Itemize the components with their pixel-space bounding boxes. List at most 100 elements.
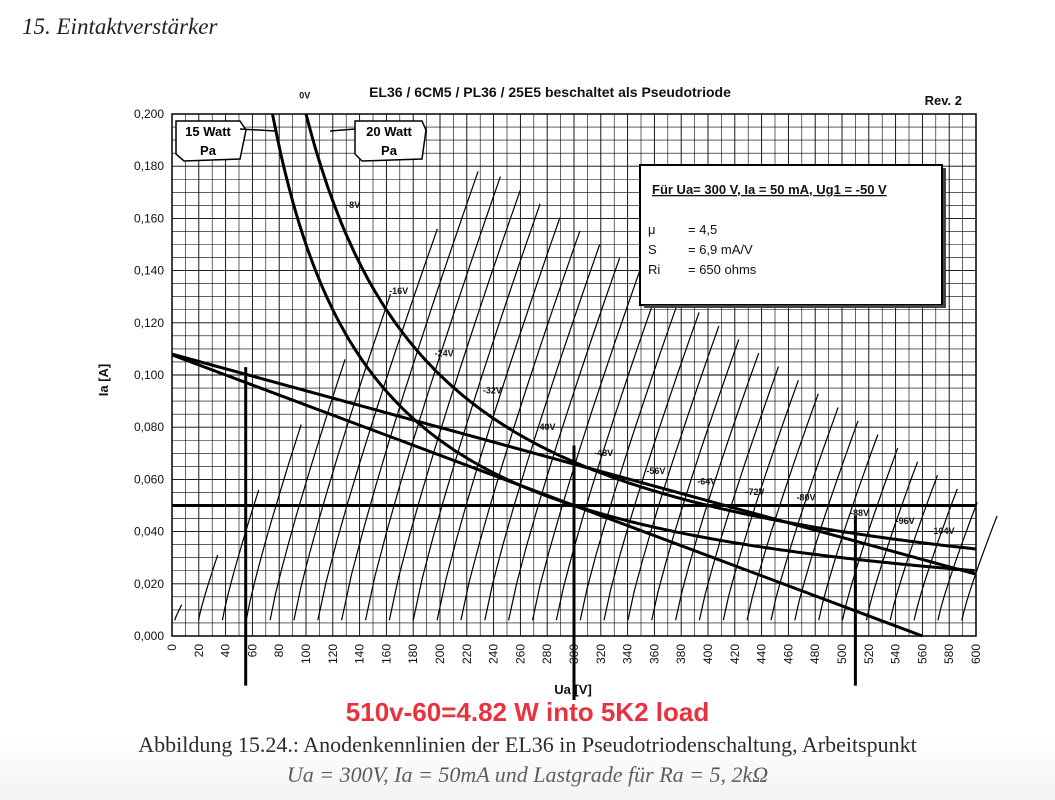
y-tick-label: 0,100	[134, 368, 164, 382]
y-tick-label: 0,200	[134, 107, 164, 121]
power-curve	[304, 113, 977, 551]
x-tick-label: 520	[862, 644, 876, 664]
x-tick-label: 140	[353, 644, 367, 664]
y-tick-label: 0,060	[134, 472, 164, 486]
info-mu-symbol: μ	[648, 222, 656, 237]
grid-curve	[722, 379, 799, 621]
y-tick-label: 0,040	[134, 525, 164, 539]
grid-curve	[913, 488, 958, 621]
x-tick-label: 480	[808, 644, 822, 664]
x-tick-label: 380	[674, 644, 688, 664]
grid-voltage-label: -64V	[697, 477, 716, 487]
grid-voltage-label: -104V	[930, 526, 954, 536]
grid-curve	[293, 293, 392, 621]
x-tick-label: 20	[192, 644, 206, 658]
grid-curve	[412, 203, 541, 621]
grid-curve	[865, 461, 919, 621]
grid-voltage-label: -32V	[483, 385, 502, 395]
power-label-15w-unit: Pa	[200, 143, 217, 158]
x-tick-label: 420	[728, 644, 742, 664]
x-tick-label: 200	[433, 644, 447, 664]
info-s-value: = 6,9 mA/V	[688, 242, 753, 257]
x-tick-label: 80	[272, 644, 286, 658]
y-tick-label: 0,140	[134, 264, 164, 278]
y-tick-label: 0,000	[134, 629, 164, 643]
grid-curve	[269, 359, 346, 621]
figure-caption-line1: Abbildung 15.24.: Anodenkennlinien der E…	[138, 732, 917, 757]
grid-curve	[603, 312, 700, 621]
info-ri-value: = 650 ohms	[688, 262, 757, 277]
x-tick-label: 440	[755, 644, 769, 664]
figure-caption-line2: Ua = 300V, Ia = 50mA und Lastgrade für R…	[286, 762, 769, 787]
info-box-header: Für Ua= 300 V, Ia = 50 mA, Ug1 = -50 V	[652, 182, 887, 197]
grid-curve	[221, 489, 260, 621]
grid-curve	[937, 502, 978, 621]
grid-curve	[675, 352, 760, 621]
reference-lines	[172, 367, 976, 700]
grid-curve	[746, 393, 819, 621]
x-tick-label: 100	[299, 644, 313, 664]
grid-curve	[245, 424, 302, 621]
x-tick-label: 260	[513, 644, 527, 664]
grid-curve	[197, 554, 219, 621]
x-tick-label: 220	[460, 644, 474, 664]
grid-voltage-label: -72V	[746, 487, 765, 497]
y-tick-label: 0,020	[134, 577, 164, 591]
y-tick-label: 0,160	[134, 211, 164, 225]
grid-voltage-label: -80V	[796, 492, 815, 502]
chart-title: EL36 / 6CM5 / PL36 / 25E5 beschaltet als…	[369, 84, 731, 100]
info-box: Für Ua= 300 V, Ia = 50 mA, Ug1 = -50 V μ…	[639, 164, 946, 308]
grid-curve	[364, 176, 501, 621]
grid-curve	[770, 407, 839, 621]
grid-curve	[627, 325, 720, 621]
power-label-20w-unit: Pa	[381, 143, 398, 158]
x-tick-label: 300	[567, 644, 581, 664]
x-tick-label: 320	[594, 644, 608, 664]
power-curve	[271, 113, 975, 573]
grid-curve	[484, 244, 601, 621]
x-tick-label: 180	[406, 644, 420, 664]
x-tick-label: 600	[969, 644, 983, 664]
x-axis-label: Ua [V]	[554, 682, 592, 697]
y-tick-label: 0,180	[134, 159, 164, 173]
grid-curve	[961, 515, 998, 621]
grid-curve	[579, 298, 680, 621]
grid-curve	[341, 171, 479, 621]
power-label-20w: 20 Watt Pa	[329, 120, 427, 162]
x-tick-label: 240	[487, 644, 501, 664]
grid-curve	[460, 230, 581, 621]
x-tick-label: 580	[942, 644, 956, 664]
x-tick-label: 0	[165, 644, 179, 651]
x-tick-label: 360	[647, 644, 661, 664]
x-tick-label: 40	[219, 644, 233, 658]
x-tick-label: 120	[326, 644, 340, 664]
chart-revision: Rev. 2	[925, 93, 962, 108]
grid-curve	[555, 285, 660, 621]
info-mu-value: = 4,5	[688, 222, 717, 237]
grid-voltage-label: -48V	[594, 448, 613, 458]
power-label-20w-title: 20 Watt	[366, 124, 412, 139]
grid-voltage-label: -16V	[389, 286, 408, 296]
x-tick-label: 160	[379, 644, 393, 664]
grid-curve	[317, 228, 438, 621]
grid-voltage-label: 0V	[299, 90, 310, 100]
x-tick-label: 280	[540, 644, 554, 664]
grid-voltage-label: -40V	[536, 422, 555, 432]
grid-curves	[174, 171, 998, 621]
grid-curve	[388, 190, 521, 621]
grid-curve	[794, 420, 859, 621]
x-tick-label: 340	[621, 644, 635, 664]
power-dissipation-curves	[271, 113, 977, 573]
load-line	[171, 353, 923, 638]
grid-curve	[531, 271, 641, 621]
x-tick-label: 60	[245, 644, 259, 658]
y-axis-label: Ia [A]	[96, 364, 111, 397]
x-tick-label: 500	[835, 644, 849, 664]
info-ri-symbol: Ri	[648, 262, 660, 277]
power-label-15w: 15 Watt Pa	[175, 120, 276, 162]
curve-labels: 0V -8V -16V -24V -32V -40V -48V -56V -64V -72V -80…	[299, 90, 954, 536]
red-annotation: 510v-60=4.82 W into 5K2 load	[345, 697, 710, 727]
grid-voltage-label: -24V	[435, 349, 454, 359]
axis-ticks: 0 20 40 60 80 100 120 140 160 180 200 220 240 260 280 3…	[134, 107, 983, 664]
info-s-symbol: S	[648, 242, 657, 257]
